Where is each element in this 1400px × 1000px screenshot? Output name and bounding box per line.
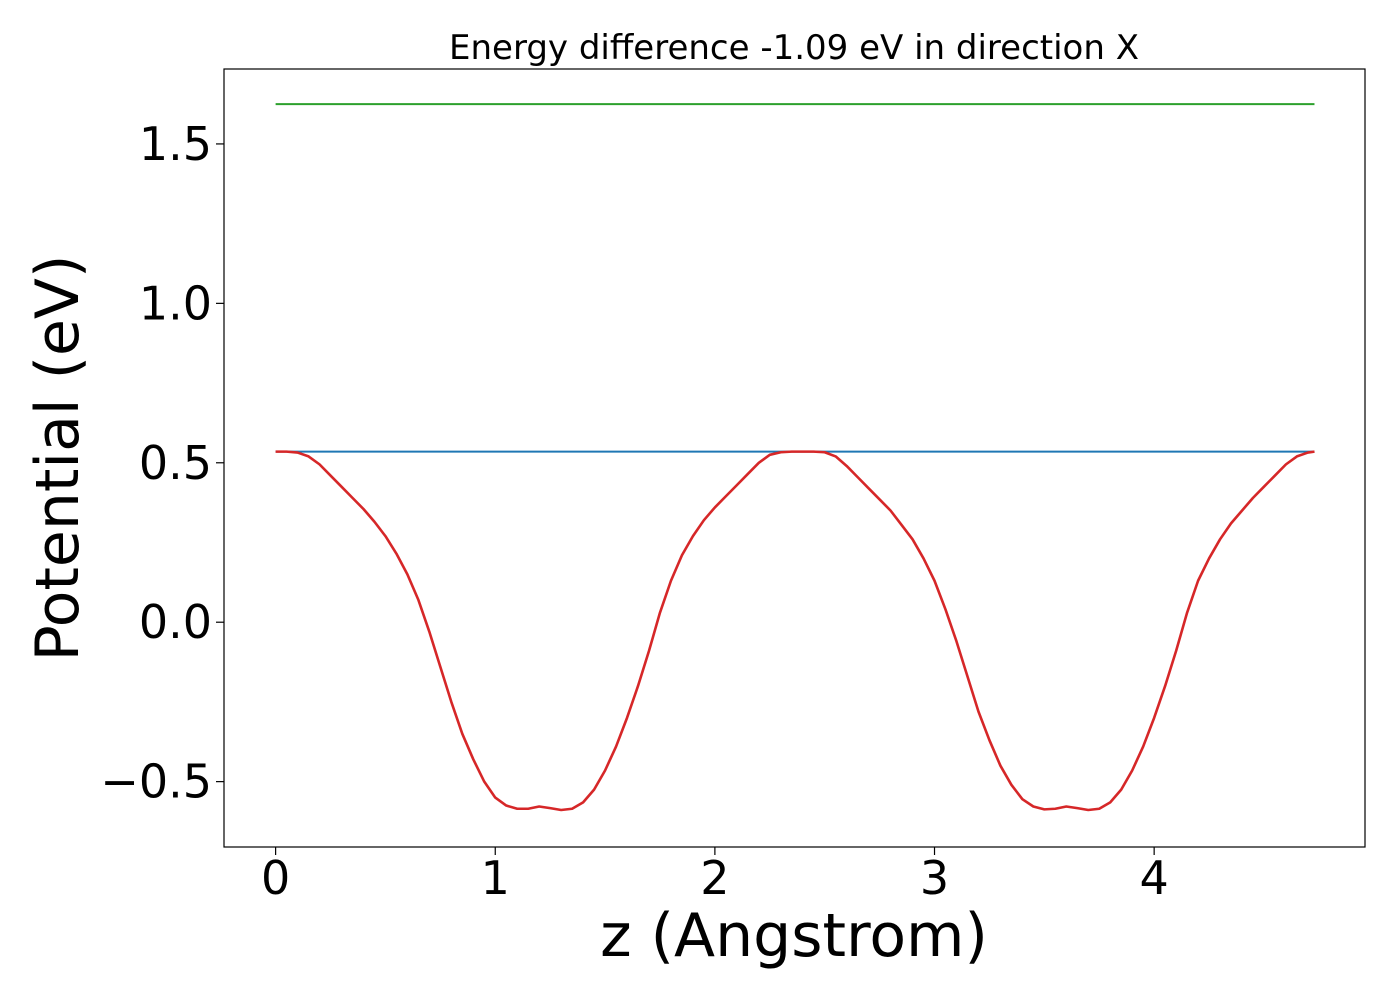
series-layer xyxy=(275,103,1315,812)
y-axis-ticks: −0.5 0.0 0.5 1.0 1.5 xyxy=(100,117,224,809)
y-tick-label: 0.0 xyxy=(139,595,212,649)
x-tick-label: 3 xyxy=(920,851,949,905)
y-axis-label: Potential (eV) xyxy=(23,255,93,662)
chart-title: Energy difference -1.09 eV in direction … xyxy=(449,28,1139,68)
y-tick-label: 1.0 xyxy=(139,276,212,330)
x-tick-label: 4 xyxy=(1140,851,1169,905)
y-tick-label: −0.5 xyxy=(100,755,212,809)
y-tick-label: 1.5 xyxy=(139,117,212,171)
y-tick-label: 0.5 xyxy=(139,436,212,490)
x-axis-label: z (Angstrom) xyxy=(600,901,988,971)
x-axis-ticks: 0 1 2 3 4 xyxy=(261,847,1169,905)
x-tick-label: 2 xyxy=(700,851,729,905)
plot-frame xyxy=(223,68,1366,848)
x-tick-label: 1 xyxy=(481,851,510,905)
series-line-3 xyxy=(275,450,1315,812)
x-tick-label: 0 xyxy=(261,851,290,905)
